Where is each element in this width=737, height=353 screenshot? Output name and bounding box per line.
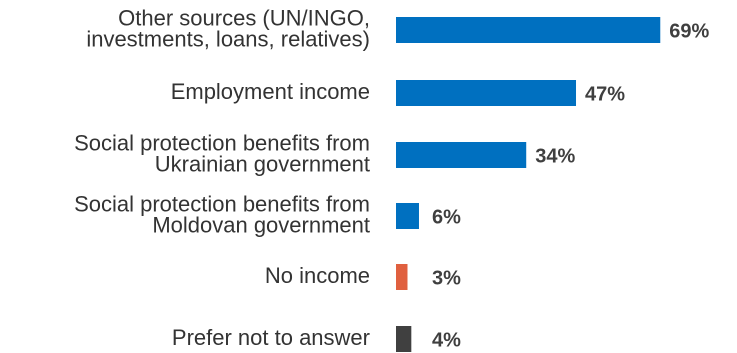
bar (396, 203, 419, 229)
category-label: Other sources (UN/INGO, (118, 5, 370, 30)
value-label: 6% (432, 206, 461, 228)
bar (396, 80, 577, 106)
value-label: 47% (585, 83, 625, 105)
category-label: No income (265, 263, 370, 288)
bar (396, 17, 661, 43)
category-label: Prefer not to answer (172, 325, 370, 350)
bar (396, 264, 408, 290)
value-label: 34% (535, 145, 575, 167)
value-label: 3% (432, 267, 461, 289)
bar (396, 326, 412, 352)
category-label: Social protection benefits from (74, 191, 370, 216)
category-label: Employment income (171, 79, 370, 104)
category-label: investments, loans, relatives) (86, 26, 370, 51)
category-label: Social protection benefits from (74, 130, 370, 155)
bar (396, 142, 527, 168)
value-label: 69% (669, 20, 709, 42)
value-label: 4% (432, 329, 461, 351)
category-label: Ukrainian government (155, 151, 370, 176)
category-label: Moldovan government (152, 212, 370, 237)
